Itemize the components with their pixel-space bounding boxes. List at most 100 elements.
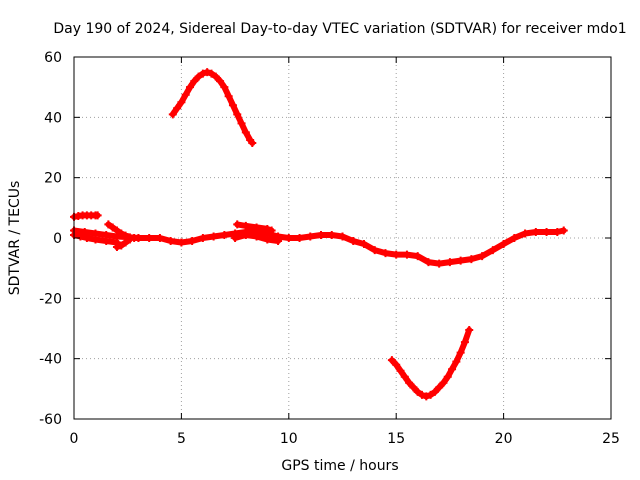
data-point (185, 83, 194, 92)
y-tick-label: -60 (39, 412, 62, 428)
data-point (220, 83, 229, 92)
data-point (112, 226, 121, 235)
series-mid-upper (233, 220, 276, 235)
data-point (488, 246, 497, 255)
x-tick-label: 20 (495, 431, 513, 447)
data-point (241, 230, 250, 239)
data-point (460, 338, 469, 347)
data-point (422, 392, 431, 401)
data-point (177, 238, 186, 247)
data-point (181, 90, 190, 99)
y-tick-label: 0 (53, 231, 62, 247)
tick-layer (73, 56, 612, 420)
data-point (338, 232, 347, 241)
data-point (194, 72, 203, 81)
data-point (203, 68, 212, 77)
y-tick-label: 40 (44, 110, 62, 126)
data-point (168, 110, 177, 119)
data-point (387, 356, 396, 365)
data-point (553, 227, 562, 236)
y-tick-label: -40 (39, 352, 62, 368)
data-point (145, 234, 154, 242)
data-point (452, 357, 461, 366)
data-point (542, 227, 551, 236)
data-point (125, 235, 134, 244)
chart-title: Day 190 of 2024, Sidereal Day-to-day VTE… (53, 21, 626, 37)
data-point (396, 366, 405, 375)
series-lower-start (70, 230, 121, 247)
data-point (252, 223, 261, 232)
data-point (263, 235, 272, 244)
data-point (467, 255, 476, 264)
series-line-upper-arc (169, 69, 256, 146)
data-point (188, 237, 197, 246)
data-point (417, 390, 426, 399)
data-point (267, 226, 276, 235)
series-start-high (70, 211, 102, 221)
data-point (155, 234, 164, 242)
y-tick-label: 20 (44, 171, 62, 187)
data-point (430, 387, 439, 396)
series-layer (70, 68, 568, 401)
data-point (349, 237, 358, 246)
data-point (413, 252, 422, 261)
data-point (409, 383, 418, 392)
data-point (327, 230, 336, 239)
data-point (224, 92, 233, 101)
data-point (426, 390, 435, 399)
series-dip-2h (112, 235, 134, 252)
data-point (456, 256, 465, 265)
data-point (198, 234, 207, 242)
data-point (241, 128, 250, 137)
data-point (237, 119, 246, 128)
data-point (499, 240, 508, 249)
data-point (108, 223, 117, 232)
data-point (211, 72, 220, 81)
data-point (263, 224, 272, 233)
data-point (82, 234, 91, 242)
data-point (91, 235, 100, 244)
data-point (252, 232, 261, 241)
data-point (317, 230, 326, 239)
series-line-lower-arc (388, 327, 473, 400)
data-point (248, 138, 257, 147)
data-point (439, 378, 448, 387)
data-point (370, 246, 379, 255)
data-point (465, 326, 474, 335)
series-mid-lower (231, 230, 283, 246)
data-point (295, 234, 304, 242)
x-tick-label: 25 (602, 431, 620, 447)
data-point (228, 101, 237, 110)
data-point (112, 243, 121, 252)
data-point (104, 220, 113, 229)
y-tick-label: 60 (44, 50, 62, 66)
x-axis-label: GPS time / hours (281, 458, 398, 474)
data-point (392, 360, 401, 369)
data-point (117, 229, 126, 238)
data-point (233, 220, 242, 229)
data-point (93, 211, 102, 220)
y-axis-label: SDTVAR / TECUs (7, 181, 23, 296)
data-point (166, 237, 175, 246)
data-point (381, 249, 390, 258)
data-point (173, 104, 182, 113)
data-point (209, 232, 218, 241)
data-point (448, 365, 457, 374)
series-lower-arc (387, 326, 474, 401)
x-tick-label: 5 (177, 431, 186, 447)
data-point (435, 383, 444, 392)
data-point (400, 372, 409, 381)
tick-label-layer: 0 5 10 15 20 25 -60 -40 -20 0 20 40 60 (39, 50, 620, 447)
data-point (424, 258, 433, 267)
data-point (207, 69, 216, 78)
data-point (121, 231, 130, 240)
data-point (220, 230, 229, 239)
data-point (198, 69, 207, 78)
data-point (445, 258, 454, 267)
data-point (359, 240, 368, 249)
data-point (274, 237, 283, 246)
data-point (134, 234, 143, 242)
data-point (531, 227, 540, 236)
data-point (190, 77, 199, 86)
data-point (456, 348, 465, 357)
